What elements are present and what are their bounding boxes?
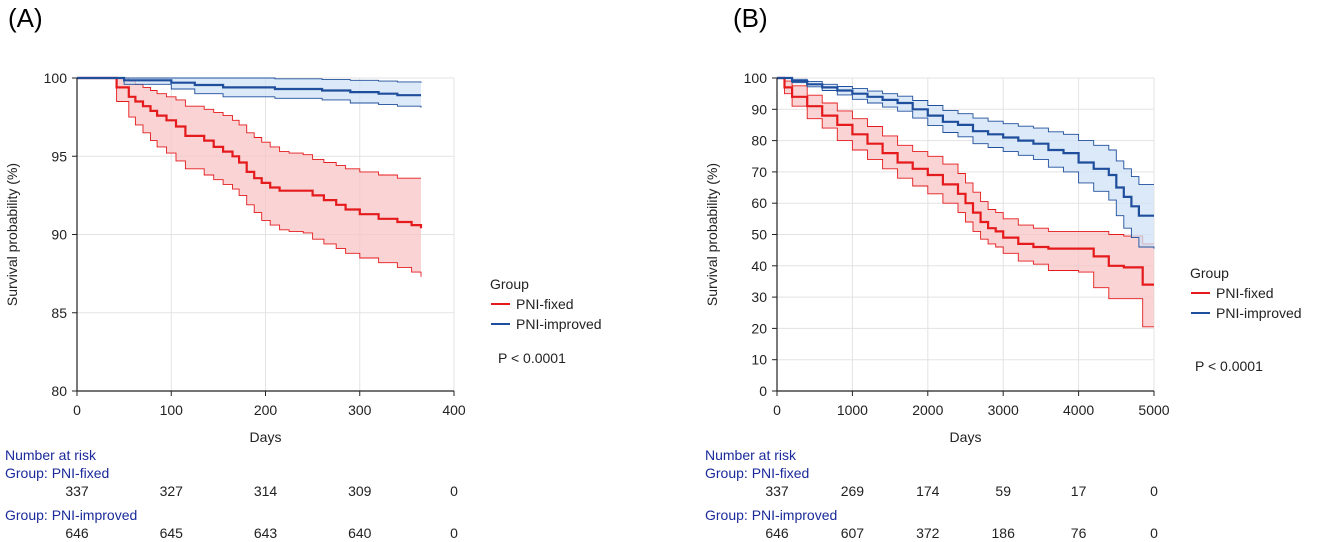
panel-label: (A) — [8, 3, 43, 33]
risk-count: 0 — [1150, 525, 1158, 541]
risk-count: 0 — [450, 483, 458, 499]
y-tick-label: 30 — [751, 289, 767, 305]
risk-count: 640 — [348, 525, 372, 541]
ci-lower-pni-fixed — [777, 77, 1154, 328]
risk-count: 0 — [1150, 483, 1158, 499]
y-axis-title: Survival probability (%) — [4, 163, 20, 306]
y-tick-label: 90 — [751, 101, 767, 117]
p-value: P < 0.0001 — [1195, 358, 1263, 374]
legend-title: Group — [1190, 265, 1229, 281]
risk-count: 327 — [160, 483, 184, 499]
x-tick-label: 5000 — [1138, 402, 1169, 418]
risk-count: 174 — [916, 483, 940, 499]
risk-count: 76 — [1071, 525, 1087, 541]
y-tick-label: 70 — [751, 164, 767, 180]
ci-lower-pni-improved — [777, 77, 1155, 249]
risk-count: 337 — [65, 483, 89, 499]
risk-count: 17 — [1071, 483, 1087, 499]
y-tick-label: 40 — [751, 258, 767, 274]
x-tick-label: 0 — [73, 402, 81, 418]
survival-curve-pni-improved — [77, 76, 421, 97]
x-tick-label: 400 — [442, 402, 466, 418]
risk-count: 646 — [65, 525, 89, 541]
risk-count: 643 — [254, 525, 278, 541]
y-tick-label: 85 — [51, 305, 67, 321]
risk-count: 314 — [254, 483, 278, 499]
y-tick-label: 60 — [751, 195, 767, 211]
risk-count: 337 — [765, 483, 789, 499]
ci-upper-pni-fixed — [777, 77, 1154, 245]
x-tick-label: 300 — [348, 402, 372, 418]
x-tick-label: 100 — [160, 402, 184, 418]
y-tick-label: 50 — [751, 227, 767, 243]
y-tick-label: 80 — [51, 383, 67, 399]
risk-group-label: Group: PNI-improved — [5, 507, 137, 523]
legend-label-pni-improved: PNI-improved — [516, 316, 602, 332]
survival-curve-pni-fixed — [777, 76, 1154, 286]
risk-count: 646 — [765, 525, 789, 541]
ci-lower-pni-fixed — [77, 77, 422, 277]
legend-label-pni-improved: PNI-improved — [1216, 305, 1302, 321]
y-tick-label: 20 — [751, 320, 767, 336]
ci-upper-pni-improved — [777, 77, 1154, 185]
ci-band-pni-improved — [77, 78, 421, 108]
panel-b: (B)0 1000 2000 3000 4000 50000102030405060708… — [704, 3, 1302, 541]
ci-upper-pni-fixed — [77, 77, 421, 179]
y-tick-label: 0 — [759, 383, 767, 399]
y-tick-label: 95 — [51, 148, 67, 164]
risk-group-label: Group: PNI-fixed — [5, 465, 109, 481]
x-axis-title: Days — [950, 429, 982, 445]
y-tick-label: 100 — [44, 70, 68, 86]
p-value: P < 0.0001 — [498, 350, 566, 366]
y-tick-label: 100 — [744, 70, 768, 86]
legend-label-pni-fixed: PNI-fixed — [516, 296, 574, 312]
risk-count: 0 — [450, 525, 458, 541]
ci-band-pni-fixed — [77, 78, 421, 277]
survival-curve-pni-fixed — [77, 76, 423, 229]
x-tick-label: 2000 — [912, 402, 943, 418]
y-axis-title: Survival probability (%) — [704, 163, 720, 306]
risk-count: 269 — [841, 483, 865, 499]
risk-count: 372 — [916, 525, 940, 541]
risk-group-label: Group: PNI-fixed — [705, 465, 809, 481]
risk-table-title: Number at risk — [5, 447, 97, 463]
y-tick-label: 90 — [51, 227, 67, 243]
x-tick-label: 4000 — [1063, 402, 1094, 418]
survival-curve-pni-improved — [777, 76, 1154, 217]
panel-a: (A) 0 100 200 300 400 80 85 90 95 100 Days Survival … — [4, 3, 602, 541]
risk-count: 645 — [160, 525, 184, 541]
x-tick-label: 200 — [254, 402, 278, 418]
legend-title: Group — [490, 276, 529, 292]
y-tick-label: 10 — [751, 352, 767, 368]
panel-label: (B) — [733, 3, 768, 33]
x-tick-label: 1000 — [837, 402, 868, 418]
x-tick-label: 0 — [773, 402, 781, 418]
ci-upper-pni-improved — [77, 77, 422, 83]
risk-group-label: Group: PNI-improved — [705, 507, 837, 523]
x-tick-label: 3000 — [988, 402, 1019, 418]
ci-lower-pni-improved — [77, 77, 422, 108]
y-tick-label: 80 — [751, 133, 767, 149]
risk-count: 309 — [348, 483, 372, 499]
legend-label-pni-fixed: PNI-fixed — [1216, 285, 1274, 301]
risk-count: 186 — [992, 525, 1016, 541]
x-axis-title: Days — [250, 429, 282, 445]
risk-table-title: Number at risk — [705, 447, 797, 463]
risk-count: 59 — [995, 483, 1011, 499]
risk-count: 607 — [841, 525, 865, 541]
